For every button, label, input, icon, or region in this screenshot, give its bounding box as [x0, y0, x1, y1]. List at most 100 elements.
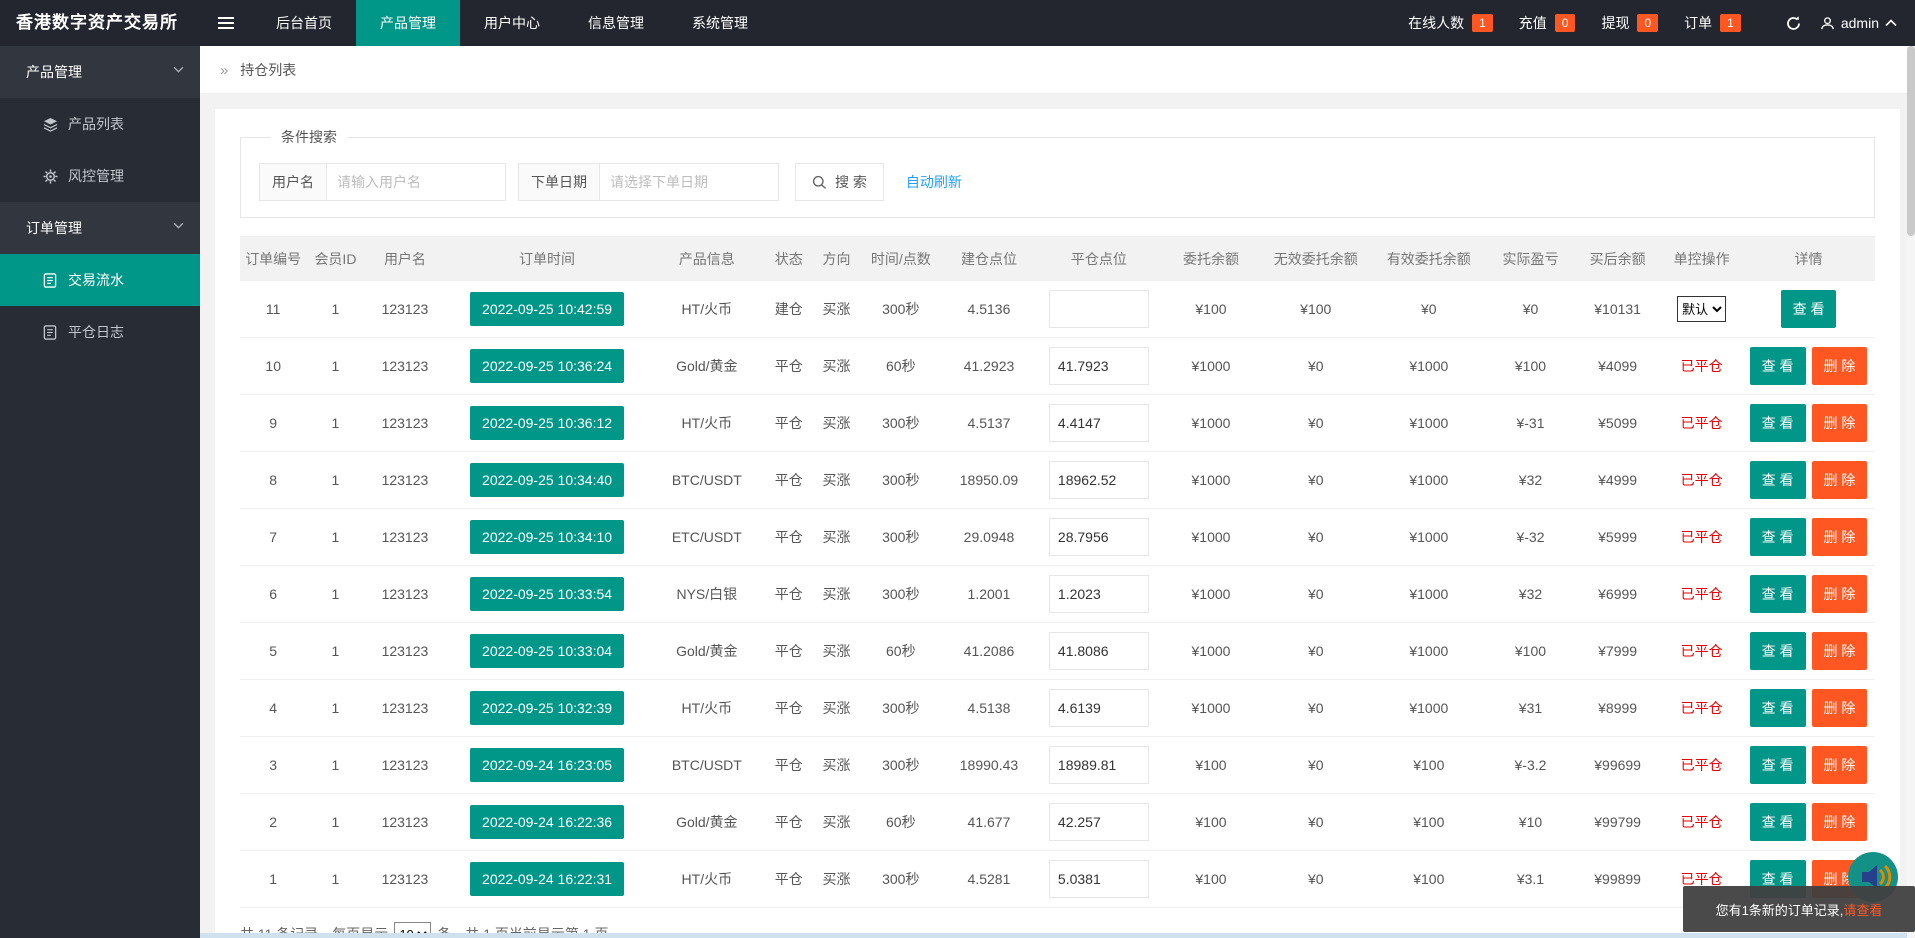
- control-select[interactable]: 默认: [1677, 296, 1727, 322]
- table-row: 1 1 123123 2022-09-24 16:22:31 HT/火币 平仓 …: [240, 850, 1875, 908]
- username-cell: 123123: [364, 508, 446, 566]
- view-button[interactable]: 查 看: [1780, 290, 1837, 328]
- valid-entrust-cell: ¥1000: [1370, 679, 1487, 737]
- menu-toggle-icon[interactable]: [200, 0, 252, 46]
- close-point-input[interactable]: [1048, 575, 1149, 613]
- view-button[interactable]: 查 看: [1749, 632, 1806, 670]
- breadcrumb-arrow-icon: »: [220, 62, 229, 79]
- view-button[interactable]: 查 看: [1749, 746, 1806, 784]
- close-point-input[interactable]: [1048, 689, 1149, 727]
- close-point-input[interactable]: [1048, 746, 1149, 784]
- view-button[interactable]: 查 看: [1749, 404, 1806, 442]
- delete-button[interactable]: 删 除: [1811, 404, 1868, 442]
- chevron-down-icon: [173, 66, 184, 73]
- status-cell: 平仓: [764, 451, 813, 509]
- product-cell: BTC/USDT: [648, 451, 765, 509]
- delete-button[interactable]: 删 除: [1811, 518, 1868, 556]
- balance-after-cell: ¥5999: [1574, 508, 1662, 566]
- open-point-cell: 4.5281: [941, 850, 1037, 908]
- vertical-scrollbar-thumb[interactable]: [1907, 46, 1915, 236]
- chevron-up-icon: [1885, 19, 1897, 27]
- detail-cell: 查 看删 除: [1742, 508, 1875, 566]
- layers-icon: [42, 117, 58, 132]
- close-point-input[interactable]: [1048, 518, 1149, 556]
- order-id-cell: 2: [240, 793, 307, 851]
- username-input[interactable]: [326, 163, 506, 201]
- order-date-input[interactable]: [599, 163, 779, 201]
- sidebar-group-orders[interactable]: 订单管理: [0, 202, 200, 254]
- sidebar-item-product-list[interactable]: 产品列表: [0, 98, 200, 150]
- invalid-entrust-cell: ¥0: [1260, 850, 1371, 908]
- delete-button[interactable]: 删 除: [1811, 632, 1868, 670]
- nav-item-products[interactable]: 产品管理: [356, 0, 460, 46]
- view-button[interactable]: 查 看: [1749, 575, 1806, 613]
- close-point-input[interactable]: [1048, 290, 1149, 328]
- stat-recharge[interactable]: 充值 0: [1519, 13, 1576, 33]
- close-point-input[interactable]: [1048, 347, 1149, 385]
- status-cell: 平仓: [764, 622, 813, 680]
- stat-orders[interactable]: 订单 1: [1684, 13, 1741, 33]
- top-navbar: 香港数字资产交易所 后台首页 产品管理 用户中心 信息管理 系统管理 在线人数 …: [0, 0, 1915, 46]
- sidebar-group-products-label: 产品管理: [26, 64, 82, 80]
- view-button[interactable]: 查 看: [1749, 347, 1806, 385]
- delete-button[interactable]: 删 除: [1811, 575, 1868, 613]
- auto-refresh-link[interactable]: 自动刷新: [905, 174, 962, 190]
- toast-view-link[interactable]: 请查看: [1843, 902, 1883, 918]
- search-button[interactable]: 搜 索: [795, 163, 884, 201]
- delete-button[interactable]: 删 除: [1811, 461, 1868, 499]
- duration-cell: 300秒: [860, 280, 942, 338]
- sidebar-item-risk-control[interactable]: 风控管理: [0, 150, 200, 202]
- status-cell: 平仓: [764, 337, 813, 395]
- order-time-cell: 2022-09-24 16:22:36: [445, 793, 649, 851]
- vertical-scrollbar[interactable]: [1907, 46, 1915, 938]
- sidebar-item-trade-flow-label: 交易流水: [68, 272, 124, 288]
- delete-button[interactable]: 删 除: [1811, 803, 1868, 841]
- sidebar-group-products[interactable]: 产品管理: [0, 46, 200, 98]
- entrust-cell: ¥1000: [1161, 451, 1261, 509]
- member-id-cell: 1: [306, 622, 365, 680]
- delete-button[interactable]: 删 除: [1811, 746, 1868, 784]
- close-point-input[interactable]: [1048, 632, 1149, 670]
- order-time-badge: 2022-09-25 10:33:54: [470, 577, 625, 611]
- status-cell: 建仓: [764, 280, 813, 338]
- detail-cell: 查 看删 除: [1742, 565, 1875, 623]
- delete-button[interactable]: 删 除: [1811, 347, 1868, 385]
- user-menu[interactable]: admin: [1820, 15, 1897, 31]
- member-id-cell: 1: [306, 565, 365, 623]
- entrust-cell: ¥1000: [1161, 679, 1261, 737]
- nav-item-info[interactable]: 信息管理: [588, 15, 644, 31]
- close-point-input[interactable]: [1048, 461, 1149, 499]
- close-point-input[interactable]: [1048, 860, 1149, 898]
- close-point-input[interactable]: [1048, 404, 1149, 442]
- status-cell: 平仓: [764, 679, 813, 737]
- col-duration: 时间/点数: [860, 236, 942, 281]
- view-button[interactable]: 查 看: [1749, 518, 1806, 556]
- profit-cell: ¥32: [1486, 451, 1575, 509]
- view-button[interactable]: 查 看: [1749, 803, 1806, 841]
- invalid-entrust-cell: ¥0: [1260, 736, 1371, 794]
- control-status-label: 已平仓: [1680, 529, 1723, 545]
- view-button[interactable]: 查 看: [1749, 689, 1806, 727]
- nav-item-users[interactable]: 用户中心: [484, 15, 540, 31]
- nav-item-home[interactable]: 后台首页: [276, 15, 332, 31]
- stat-withdraw[interactable]: 提现 0: [1601, 13, 1659, 33]
- direction-cell: 买涨: [812, 508, 861, 566]
- username-cell: 123123: [364, 793, 446, 851]
- control-status-label: 已平仓: [1680, 472, 1723, 488]
- sidebar-item-trade-flow[interactable]: 交易流水: [0, 254, 200, 306]
- username-group: 用户名: [259, 163, 506, 201]
- direction-cell: 买涨: [812, 793, 861, 851]
- stat-online[interactable]: 在线人数 1: [1408, 13, 1493, 33]
- view-button[interactable]: 查 看: [1749, 461, 1806, 499]
- detail-cell: 查 看删 除: [1742, 793, 1875, 851]
- col-profit: 实际盈亏: [1486, 236, 1575, 281]
- close-point-input[interactable]: [1048, 803, 1149, 841]
- nav-item-system[interactable]: 系统管理: [692, 15, 748, 31]
- order-time-badge: 2022-09-25 10:36:12: [470, 406, 625, 440]
- sidebar-item-risk-control-label: 风控管理: [68, 168, 124, 184]
- refresh-icon[interactable]: [1785, 15, 1802, 32]
- horizontal-scrollbar[interactable]: [200, 933, 1915, 938]
- invalid-entrust-cell: ¥0: [1260, 451, 1371, 509]
- delete-button[interactable]: 删 除: [1811, 689, 1868, 727]
- sidebar-item-close-log[interactable]: 平仓日志: [0, 306, 200, 358]
